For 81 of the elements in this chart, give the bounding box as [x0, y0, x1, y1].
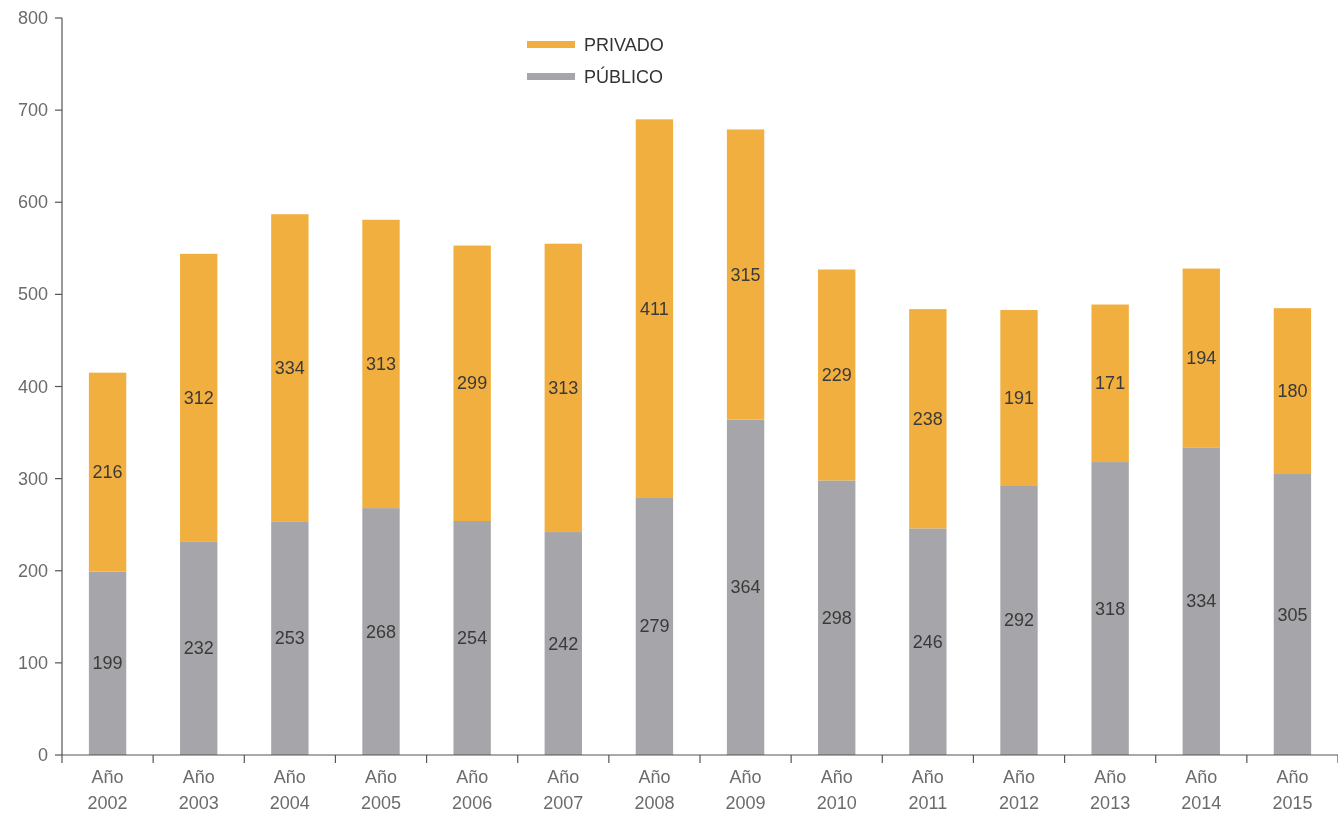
data-label: 199	[92, 653, 123, 674]
data-label: 238	[912, 408, 943, 429]
data-label: 242	[548, 633, 579, 654]
bar	[635, 119, 674, 498]
x-tick-label: Año 2015	[1272, 767, 1313, 813]
data-label: 229	[821, 364, 852, 385]
y-tick-label: 400	[17, 376, 48, 397]
bar	[271, 521, 309, 755]
x-tick-label: Año 2011	[908, 767, 948, 813]
data-label: 279	[639, 616, 670, 637]
data-label: 334	[1186, 591, 1217, 612]
data-label: 298	[821, 607, 852, 628]
data-label: 253	[274, 628, 305, 649]
x-tick-label: Año 2003	[178, 767, 219, 813]
x-tick-label: Año 2008	[634, 767, 675, 813]
bar	[726, 129, 765, 420]
bar	[362, 219, 400, 509]
y-tick-label: 600	[17, 192, 48, 213]
bar	[818, 269, 856, 481]
data-label: 299	[457, 373, 488, 394]
y-tick-label: 200	[17, 560, 48, 581]
x-tick-label: Año 2010	[816, 767, 857, 813]
data-label: 171	[1095, 373, 1126, 394]
x-tick-label: Año 2009	[725, 767, 766, 813]
bar	[1091, 462, 1129, 755]
bar	[818, 480, 856, 755]
bar	[1091, 304, 1129, 463]
data-label: 246	[912, 631, 943, 652]
data-label: 232	[183, 638, 214, 659]
y-tick-label: 700	[17, 100, 48, 121]
bar	[1000, 310, 1038, 486]
x-tick-label: Año 2014	[1181, 767, 1222, 813]
y-tick-label: 100	[17, 652, 48, 673]
bar	[362, 508, 400, 755]
y-tick-label: 500	[17, 284, 48, 305]
bar	[544, 532, 582, 755]
x-tick-label: Año 2007	[543, 767, 584, 813]
data-label: 305	[1277, 604, 1308, 625]
y-tick-label: 300	[17, 468, 48, 489]
x-tick-label: Año 2005	[360, 767, 402, 813]
legend-label: PÚBLICO	[584, 66, 664, 87]
bar	[453, 245, 491, 521]
x-tick-label: Año 2002	[87, 767, 128, 813]
data-label: 315	[730, 264, 761, 285]
bar	[1182, 268, 1220, 448]
legend-label: PRIVADO	[584, 35, 664, 55]
y-tick-label: 800	[17, 8, 48, 28]
bar	[909, 528, 947, 755]
data-label: 268	[365, 621, 397, 642]
x-tick-label: Año 2004	[269, 767, 310, 813]
data-label: 292	[1003, 610, 1035, 631]
bar	[909, 309, 947, 529]
bar	[180, 541, 218, 755]
data-label: 313	[548, 377, 579, 398]
bar	[1000, 486, 1038, 755]
bar	[453, 521, 491, 755]
data-label: 191	[1003, 388, 1035, 409]
bar	[180, 253, 218, 542]
data-label: 194	[1186, 347, 1217, 368]
data-label: 318	[1095, 598, 1126, 619]
x-tick-label: Año 2013	[1090, 767, 1131, 813]
bar	[1273, 474, 1312, 755]
bar	[1182, 447, 1220, 755]
data-label: 334	[274, 358, 305, 379]
data-label: 180	[1277, 381, 1308, 402]
data-label: 216	[92, 462, 123, 483]
x-tick-label: Año 2006	[452, 767, 493, 813]
data-label: 411	[640, 298, 669, 319]
data-label: 364	[730, 577, 761, 598]
y-tick-label: 0	[37, 745, 48, 765]
x-tick-label: Año 2012	[998, 767, 1040, 813]
data-label: 312	[183, 387, 214, 408]
bar	[88, 372, 127, 572]
data-label: 254	[457, 628, 488, 648]
bar	[271, 214, 309, 522]
bar	[88, 571, 127, 755]
bar	[635, 497, 674, 755]
bar	[726, 419, 765, 755]
data-label: 313	[365, 353, 397, 374]
bar	[1273, 308, 1312, 475]
bar	[544, 243, 582, 533]
